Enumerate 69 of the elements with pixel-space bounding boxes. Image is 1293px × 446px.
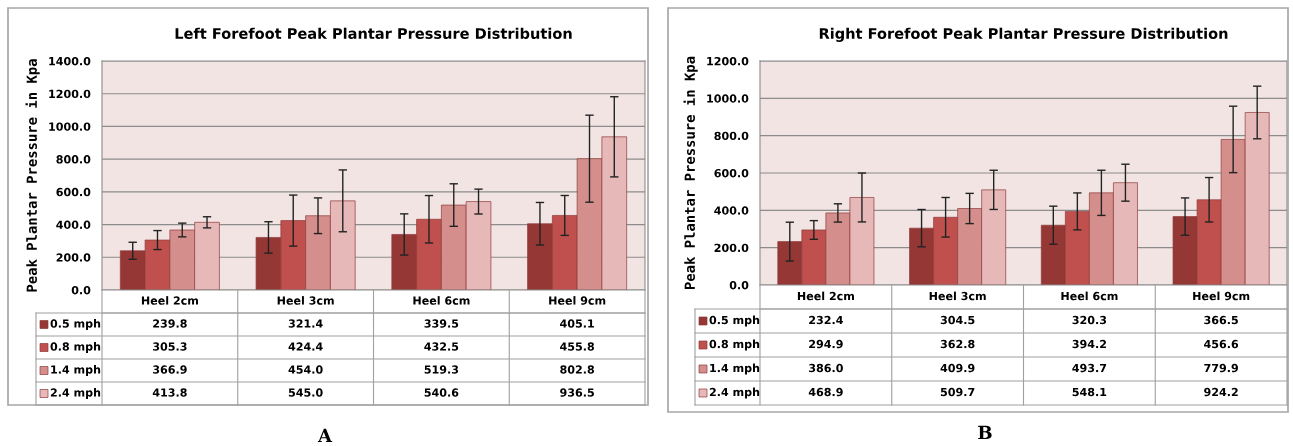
legend-label: 0.8 mph bbox=[50, 342, 101, 353]
legend-label: 1.4 mph bbox=[51, 365, 101, 376]
data-label: 545.0 bbox=[288, 388, 323, 397]
legend-label: 0.5 mph bbox=[50, 319, 101, 330]
data-label: 519.3 bbox=[424, 365, 459, 374]
data-label: 779.9 bbox=[1204, 363, 1238, 373]
data-label: 362.8 bbox=[940, 339, 975, 349]
x-tick-label: Heel 3cm bbox=[929, 291, 986, 301]
data-label: 239.8 bbox=[153, 319, 187, 328]
data-label: 294.9 bbox=[809, 339, 843, 349]
data-label: 366.5 bbox=[1204, 315, 1238, 325]
x-tick-label: Heel 3cm bbox=[277, 296, 334, 305]
data-label: 320.3 bbox=[1072, 315, 1107, 325]
legend-label: 0.5 mph bbox=[709, 315, 760, 327]
y-axis-title: Peak Plantar Pressure in Kpa bbox=[25, 59, 40, 292]
y-tick-label: 800.0 bbox=[56, 155, 91, 164]
data-label: 339.5 bbox=[424, 319, 459, 328]
data-label: 386.0 bbox=[809, 363, 843, 373]
y-tick-label: 400.0 bbox=[714, 206, 749, 215]
data-label: 409.9 bbox=[940, 363, 975, 373]
y-tick-label: 600.0 bbox=[56, 187, 91, 197]
data-label: 802.8 bbox=[560, 365, 595, 374]
data-label: 432.5 bbox=[424, 342, 459, 351]
y-axis-title: Peak Plantar Pressure in Kpa bbox=[683, 56, 698, 289]
data-label: 454.0 bbox=[288, 365, 323, 374]
data-label: 424.4 bbox=[288, 342, 323, 351]
data-label: 936.5 bbox=[560, 388, 594, 397]
y-tick-label: 1400.0 bbox=[49, 56, 91, 66]
text: B bbox=[978, 425, 992, 439]
chart-title: Left Forefoot Peak Plantar Pressure Distribution bbox=[175, 27, 572, 39]
y-tick-label: 200.0 bbox=[56, 253, 91, 262]
y-tick-label: 400.0 bbox=[56, 220, 91, 229]
y-tick-label: 0.0 bbox=[71, 285, 91, 295]
data-label: 305.3 bbox=[153, 342, 187, 351]
x-tick-label: Heel 2cm bbox=[797, 291, 854, 301]
data-label: 468.9 bbox=[808, 387, 843, 397]
data-label: 509.7 bbox=[940, 387, 975, 397]
data-label: 455.8 bbox=[560, 342, 595, 351]
x-tick-label: Heel 6cm bbox=[1061, 291, 1118, 301]
y-tick-label: 1200.0 bbox=[707, 56, 749, 66]
chart-title: Right Forefoot Peak Plantar Pressure Distribution bbox=[819, 27, 1228, 42]
legend-label: 1.4 mph bbox=[710, 363, 760, 375]
y-tick-label: 800.0 bbox=[714, 131, 749, 141]
data-label: 304.5 bbox=[940, 315, 975, 325]
y-tick-label: 600.0 bbox=[714, 168, 749, 178]
y-tick-label: 0.0 bbox=[729, 280, 749, 290]
data-label: 540.6 bbox=[424, 388, 459, 397]
data-label: 548.1 bbox=[1072, 387, 1107, 397]
legend-label: 0.8 mph bbox=[709, 339, 760, 351]
x-tick-label: Heel 6cm bbox=[413, 296, 470, 305]
x-tick-label: Heel 2cm bbox=[141, 296, 198, 305]
data-label: 413.8 bbox=[152, 388, 187, 397]
y-tick-label: 1000.0 bbox=[49, 122, 91, 131]
y-tick-label: 200.0 bbox=[714, 243, 749, 253]
x-tick-label: Heel 9cm bbox=[549, 296, 606, 305]
data-label: 456.6 bbox=[1204, 339, 1239, 349]
legend-label: 2.4 mph bbox=[709, 387, 760, 399]
data-label: 366.9 bbox=[153, 365, 187, 374]
data-label: 405.1 bbox=[560, 319, 594, 328]
data-label: 493.7 bbox=[1072, 363, 1107, 373]
data-label: 924.2 bbox=[1204, 387, 1238, 397]
legend-label: 2.4 mph bbox=[50, 388, 101, 399]
y-tick-label: 1200.0 bbox=[49, 89, 91, 99]
data-label: 394.2 bbox=[1072, 339, 1106, 349]
text: A bbox=[317, 428, 333, 442]
data-label: 232.4 bbox=[809, 315, 843, 325]
x-tick-label: Heel 9cm bbox=[1193, 291, 1250, 301]
data-label: 321.4 bbox=[288, 319, 323, 328]
y-tick-label: 1000.0 bbox=[707, 94, 749, 103]
